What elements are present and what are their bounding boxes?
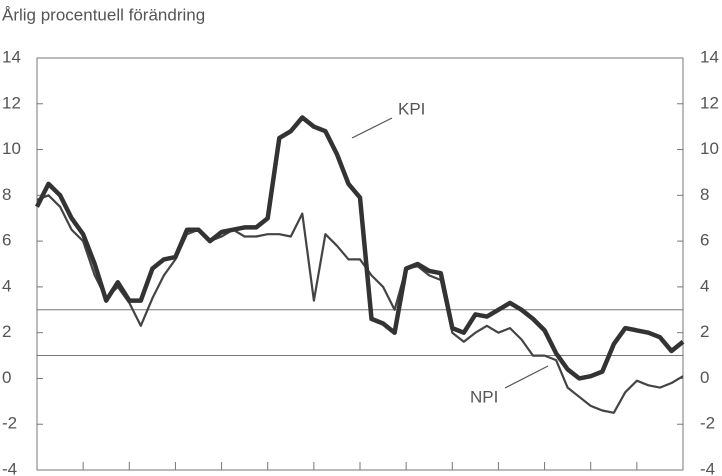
- y2-tick-label: 6: [700, 231, 709, 250]
- y2-tick-label: 12: [700, 93, 719, 112]
- y-tick-label: 14: [2, 47, 21, 66]
- y2-tick-label: 2: [700, 322, 709, 341]
- y-tick-label: 4: [2, 276, 11, 295]
- y-tick-label: 12: [2, 93, 21, 112]
- y2-tick-label: 14: [700, 47, 719, 66]
- y-tick-label: 2: [2, 322, 11, 341]
- y2-tick-label: 10: [700, 139, 719, 158]
- y2-tick-label: 4: [700, 276, 709, 295]
- kpi-annotation: KPI: [398, 99, 425, 118]
- kpi-leader: [351, 117, 393, 139]
- y2-tick-label: -4: [700, 459, 715, 476]
- series-line: [36, 194, 684, 414]
- y-tick-label: 8: [2, 185, 11, 204]
- y2-tick-label: -2: [700, 414, 715, 433]
- npi-leader: [504, 365, 549, 389]
- y2-tick-label: 8: [700, 185, 709, 204]
- y2-tick-label: 0: [700, 368, 709, 387]
- y-tick-label: 10: [2, 139, 21, 158]
- y-tick-label: -4: [2, 459, 17, 476]
- y-tick-label: -2: [2, 414, 17, 433]
- plot-frame: [36, 57, 684, 471]
- y-tick-label: 0: [2, 368, 11, 387]
- axis-title: Årlig procentuell förändring: [2, 5, 205, 24]
- series-line: [34, 115, 685, 381]
- npi-annotation: NPI: [470, 387, 498, 406]
- y-tick-label: 6: [2, 231, 11, 250]
